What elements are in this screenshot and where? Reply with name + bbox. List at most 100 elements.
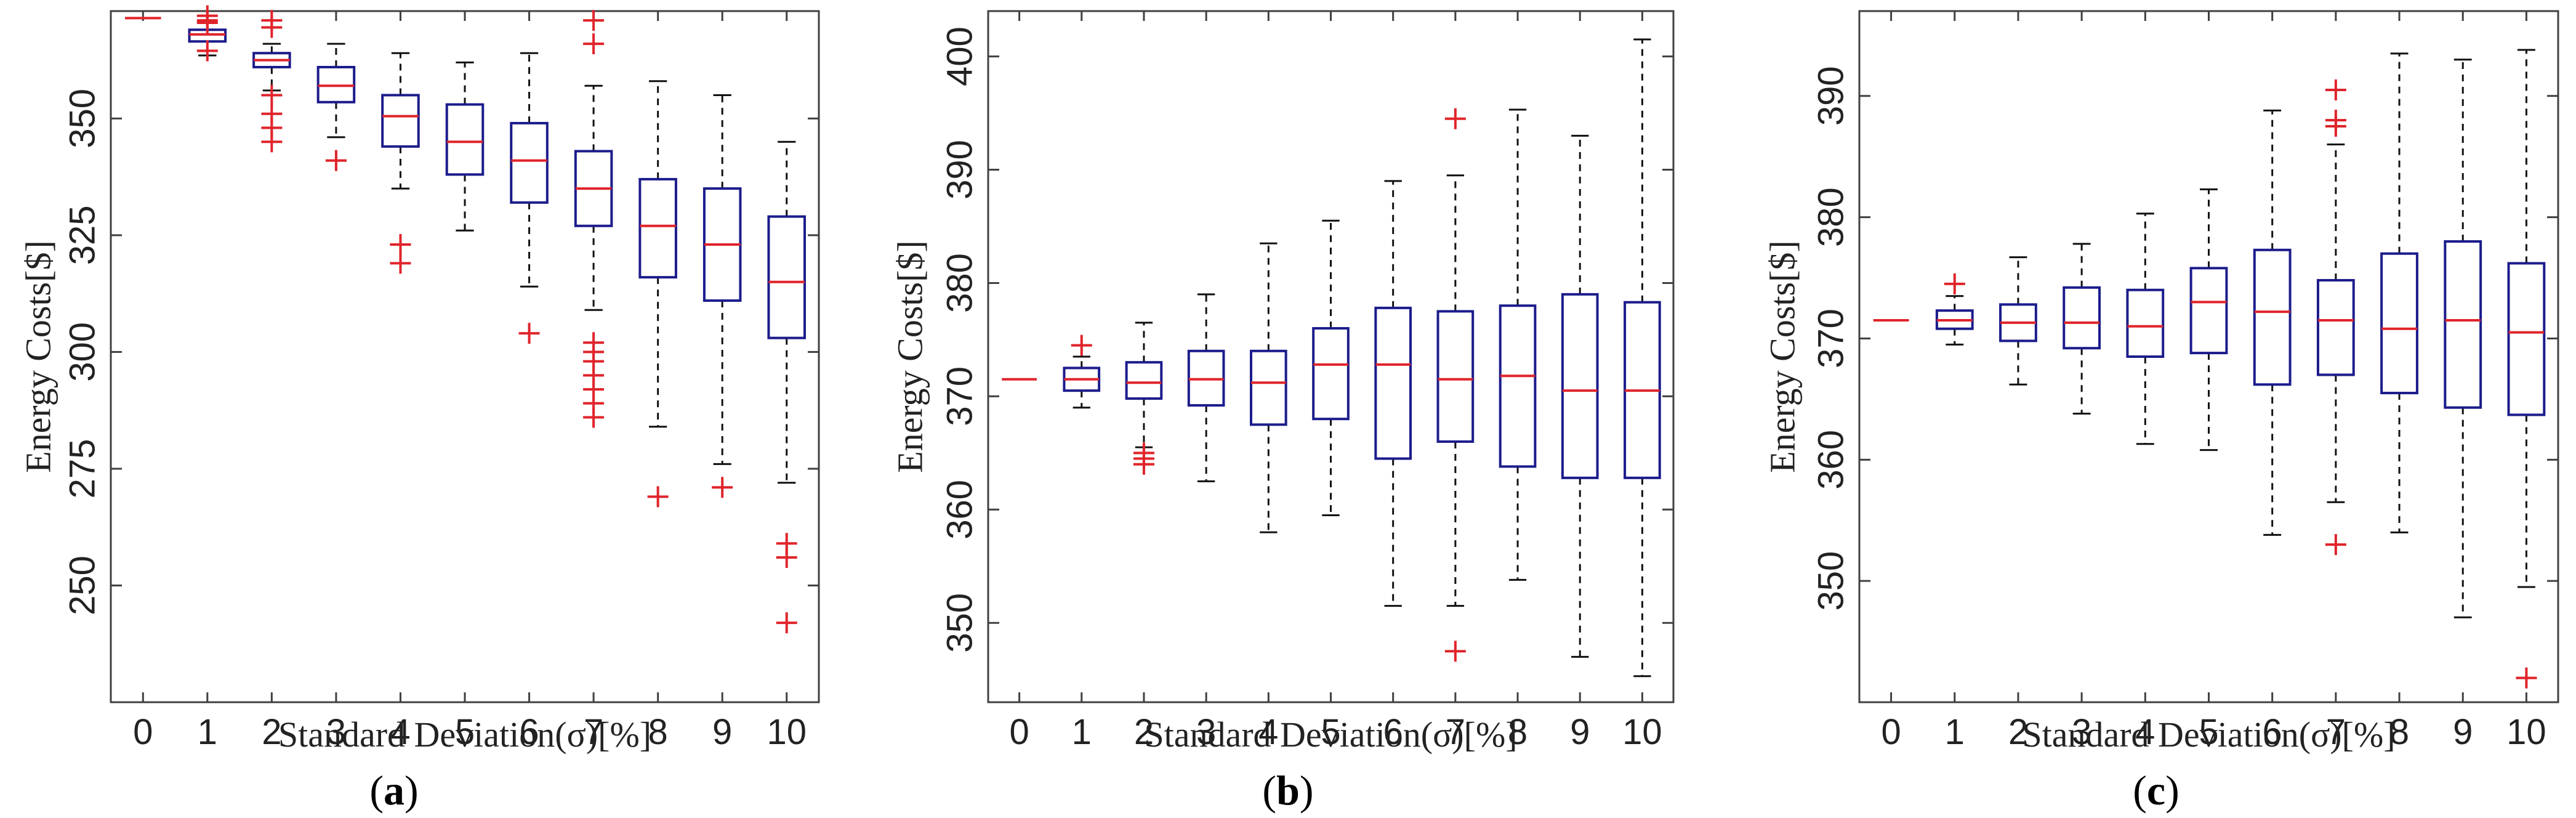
box-group <box>2253 109 2292 536</box>
x-tick-label: 7 <box>584 712 603 752</box>
x-tick-label: 10 <box>767 712 807 752</box>
outlier-point <box>196 40 218 62</box>
x-tick-label: 3 <box>1196 712 1216 752</box>
x-tick-label: 10 <box>1622 712 1662 752</box>
x-tick-label: 0 <box>1009 712 1029 752</box>
x-tick-label: 6 <box>519 712 539 752</box>
x-tick-label: 8 <box>1508 712 1527 752</box>
box <box>2253 248 2292 386</box>
box <box>2126 288 2165 358</box>
y-tick-label: 275 <box>63 439 103 499</box>
outlier-point <box>261 131 283 153</box>
y-tick-label: 350 <box>1811 551 1851 611</box>
x-tick-label: 6 <box>1383 712 1403 752</box>
outlier-point <box>2325 534 2346 556</box>
box-group <box>1999 256 2037 386</box>
box <box>2380 252 2418 395</box>
box <box>638 177 677 279</box>
x-tick-label: 7 <box>2326 712 2346 752</box>
x-tick-label: 5 <box>1321 712 1340 752</box>
x-tick-label: 10 <box>2506 712 2546 752</box>
x-tick-label: 5 <box>455 712 475 752</box>
x-tick-label: 1 <box>198 712 217 752</box>
box-group <box>1063 334 1101 409</box>
box <box>1436 310 1475 443</box>
x-tick-label: 2 <box>2008 712 2028 752</box>
box <box>2189 267 2228 355</box>
box <box>1499 304 1537 468</box>
x-tick-label: 7 <box>1446 712 1465 752</box>
box-group <box>2316 79 2355 556</box>
outlier-point <box>390 234 411 256</box>
y-tick-label: 370 <box>1811 309 1851 368</box>
box-group <box>1187 293 1225 482</box>
y-axis-label: Energy Costs[$] <box>18 240 58 473</box>
x-tick-label: 3 <box>2072 712 2091 752</box>
box-group <box>767 140 807 634</box>
x-tick-label: 0 <box>133 712 153 752</box>
box <box>1561 293 1599 479</box>
y-tick-label: 360 <box>940 480 980 540</box>
box <box>381 94 420 148</box>
panel-label: (b) <box>1262 767 1313 814</box>
outlier-point <box>261 17 283 38</box>
x-tick-label: 6 <box>2263 712 2282 752</box>
plot-frame <box>110 10 820 703</box>
x-tick-label: 1 <box>1072 712 1092 752</box>
outlier-point <box>518 323 540 344</box>
box <box>2444 240 2482 409</box>
box-group <box>252 10 291 153</box>
outlier-point <box>1133 453 1154 475</box>
box <box>767 215 807 339</box>
box-group <box>1935 273 1974 346</box>
outlier-point <box>261 84 283 106</box>
box <box>1312 327 1350 421</box>
y-tick-label: 380 <box>1811 187 1851 247</box>
box-group <box>2507 49 2546 689</box>
outlier-point <box>2325 79 2346 100</box>
box-group <box>2380 52 2418 533</box>
x-axis-label: Standard Deviation(σ)[%] <box>278 715 651 755</box>
box-group <box>316 43 356 171</box>
y-tick-label: 360 <box>1811 430 1851 490</box>
box-group <box>1624 38 1661 678</box>
box-group <box>1436 108 1475 662</box>
box-group <box>702 94 742 498</box>
box <box>1249 349 1287 426</box>
outlier-point <box>776 546 797 568</box>
x-tick-label: 0 <box>1881 712 1901 752</box>
box-group <box>2126 213 2165 445</box>
box <box>2316 278 2355 376</box>
chart-panel-a: 250 275 300 325 350 0 1 2 3 4 5 6 7 8 9 10 Energy Costs[… <box>18 5 820 814</box>
box <box>1125 361 1163 400</box>
y-tick-label: 250 <box>63 556 103 615</box>
box-group <box>2444 59 2482 618</box>
box-group <box>510 52 549 344</box>
y-tick-label: 350 <box>63 89 103 148</box>
box-group <box>2189 188 2228 452</box>
y-tick-label: 400 <box>940 26 980 86</box>
outlier-point <box>1944 273 1965 294</box>
y-tick-label: 390 <box>940 140 980 200</box>
box <box>510 121 549 204</box>
outlier-point <box>2516 667 2537 689</box>
box-group <box>1312 219 1350 517</box>
box-group <box>1561 134 1599 658</box>
box <box>1374 306 1412 460</box>
y-tick-label: 370 <box>940 366 980 426</box>
outlier-point <box>1444 641 1466 662</box>
chart-panel-c: 350 360 370 380 390 0 1 2 3 4 5 6 7 8 9 10 Energy Costs[… <box>1763 10 2559 814</box>
box <box>445 103 485 176</box>
box-group <box>638 80 677 508</box>
chart-panel-b: 350 360 370 380 390 400 0 1 2 3 4 5 6 7 8 9 10 Energy Cos… <box>890 10 1675 814</box>
x-tick-label: 4 <box>390 712 410 752</box>
x-tick-label: 3 <box>326 712 346 752</box>
x-tick-label: 8 <box>648 712 668 752</box>
x-tick-label: 9 <box>712 712 732 752</box>
x-tick-label: 2 <box>262 712 281 752</box>
x-axis-label: Standard Deviation(σ)[%] <box>1144 715 1517 755</box>
y-axis-label: Energy Costs[$] <box>1763 240 1803 473</box>
outlier-point <box>2325 116 2346 137</box>
outlier-point <box>390 253 411 274</box>
outlier-point <box>583 10 605 31</box>
